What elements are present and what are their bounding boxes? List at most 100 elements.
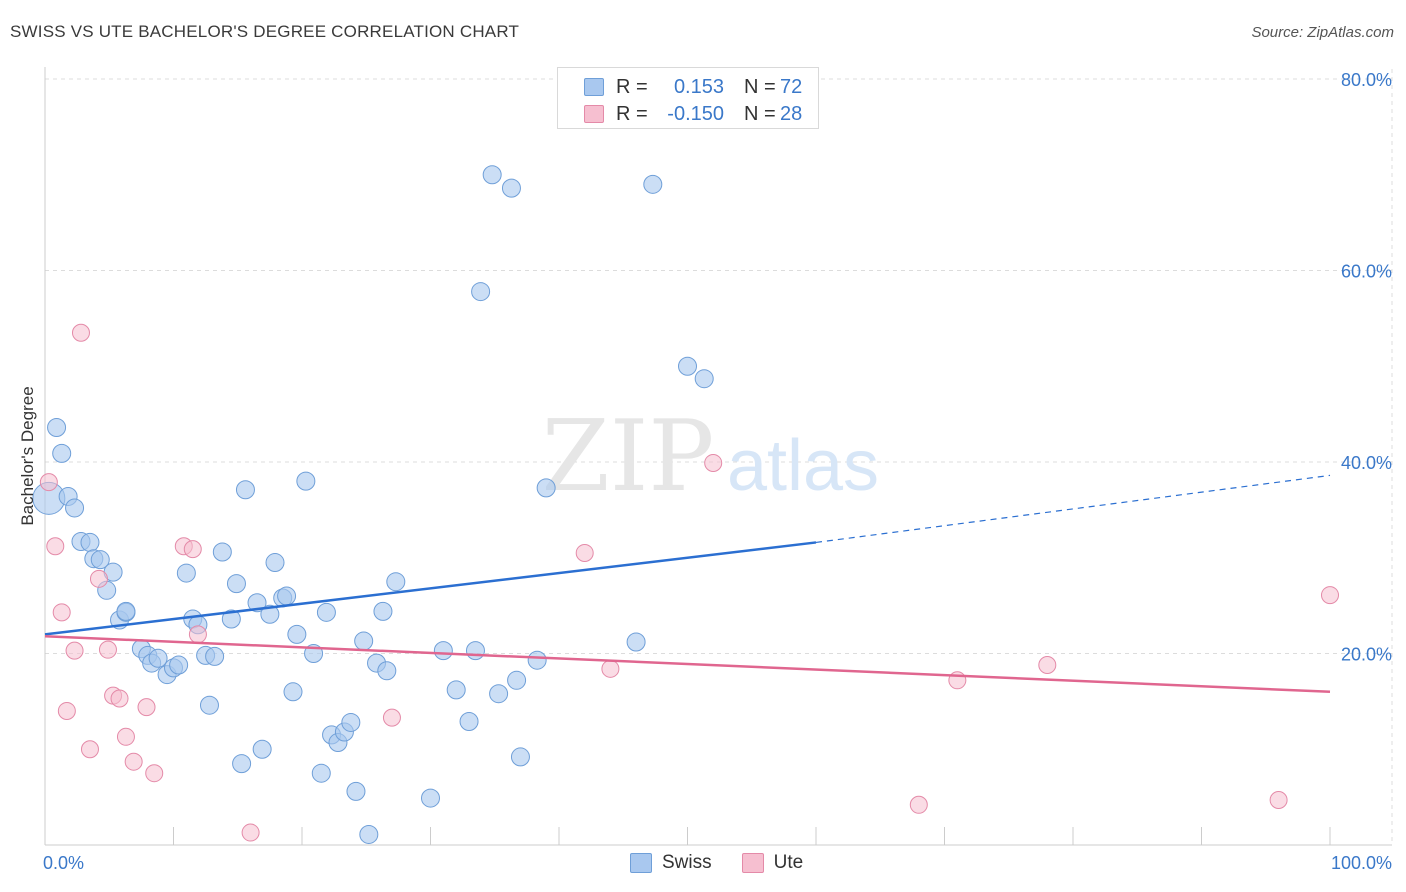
ute-point (98, 640, 117, 659)
swiss-point (148, 648, 168, 668)
ute-point (80, 740, 99, 759)
swiss-point (471, 282, 491, 302)
ute-point (52, 603, 71, 622)
legend-row-swiss: R = 0.153 N = 72 (584, 75, 802, 99)
swiss-point (265, 553, 285, 573)
ute-n-label: N = (744, 102, 776, 125)
x-tick-label-max: 100.0% (1331, 853, 1392, 873)
swiss-point (527, 650, 547, 670)
ute-point (71, 323, 90, 342)
ute-point (46, 537, 65, 556)
swiss-point (311, 763, 331, 783)
legend-row-ute: R = -0.150 N = 28 (584, 102, 802, 126)
swiss-point (507, 670, 527, 690)
ute-point (1321, 586, 1339, 605)
swiss-point (421, 788, 440, 808)
swiss-point (296, 471, 316, 491)
swiss-point (678, 356, 697, 376)
grid-layer (45, 69, 1393, 845)
trend-lines (44, 474, 1331, 694)
swiss-point (226, 574, 246, 594)
swiss-series (32, 165, 714, 844)
swiss-point (482, 165, 502, 185)
watermark-zip: ZIP (542, 400, 715, 514)
ute-legend-label: Ute (773, 852, 804, 873)
ute-point (575, 543, 594, 562)
swiss-point (489, 684, 509, 704)
swiss-r-value: 0.153 (673, 75, 724, 98)
series-legend: Swiss Ute (630, 852, 833, 874)
ute-point (183, 540, 202, 559)
swiss-r-label: R = (616, 75, 648, 98)
swiss-point (626, 632, 646, 652)
swiss-point (316, 602, 336, 622)
ute-point (89, 569, 108, 588)
chart-title: SWISS VS UTE BACHELOR'S DEGREE CORRELATI… (10, 22, 520, 41)
ute-point (704, 453, 723, 472)
swiss-point (346, 781, 366, 801)
ute-point (145, 764, 164, 783)
swiss-point (373, 601, 393, 621)
swiss-point (386, 572, 406, 592)
swiss-point (287, 624, 307, 644)
watermark: ZIP atlas (542, 400, 879, 514)
swiss-point (176, 563, 196, 583)
ute-series (39, 323, 1339, 842)
swiss-point (232, 754, 252, 774)
ute-point (65, 641, 84, 660)
ute-point (241, 823, 260, 842)
swiss-point (52, 443, 72, 463)
swiss-trend-line (44, 541, 817, 636)
swiss-point (80, 532, 100, 552)
ute-point (124, 752, 143, 771)
swiss-point (252, 739, 272, 759)
ute-point (110, 689, 129, 708)
y-tick-label-60: 60.0% (1341, 262, 1392, 282)
swiss-point (90, 550, 110, 570)
swiss-point (199, 695, 219, 715)
watermark-atlas: atlas (727, 426, 879, 506)
swiss-point (694, 369, 714, 389)
ute-point (1269, 790, 1288, 809)
swiss-point (465, 641, 485, 661)
ute-point (382, 708, 401, 727)
swiss-point (354, 631, 374, 651)
swiss-point (247, 593, 267, 613)
ute-point (601, 659, 620, 678)
legend-item-ute[interactable]: Ute (741, 852, 804, 874)
ute-point (116, 727, 135, 746)
swiss-point (47, 418, 67, 438)
swiss-point (221, 609, 241, 629)
swiss-n-label: N = (744, 75, 776, 98)
swiss-legend-swatch (630, 853, 652, 873)
ute-point (39, 473, 58, 492)
legend-item-swiss[interactable]: Swiss (630, 852, 712, 874)
swiss-point (65, 498, 85, 518)
swiss-point (283, 682, 303, 702)
ute-point (57, 701, 76, 720)
swiss-point (536, 478, 556, 498)
ute-r-value: -0.150 (667, 102, 724, 125)
ute-point (137, 698, 156, 717)
ute-trend-line (44, 635, 1331, 694)
ute-point (188, 625, 207, 644)
swiss-point (433, 641, 453, 661)
swiss-point (212, 542, 232, 562)
swiss-point (501, 178, 521, 198)
correlation-legend: R = 0.153 N = 72 R = -0.150 N = 28 (557, 67, 819, 129)
swiss-point (359, 824, 379, 844)
swiss-n-value: 72 (780, 75, 803, 98)
ute-swatch (584, 105, 604, 123)
ute-point (909, 795, 928, 814)
swiss-point (446, 680, 466, 700)
y-tick-label-40: 40.0% (1341, 453, 1392, 473)
axis-layer (44, 67, 1392, 846)
swiss-point (169, 655, 189, 675)
swiss-point (235, 480, 255, 500)
swiss-swatch (584, 78, 604, 96)
ute-legend-swatch (741, 853, 764, 873)
ute-r-label: R = (616, 102, 648, 125)
y-axis-label: Bachelor's Degree (18, 386, 37, 526)
swiss-point (459, 711, 479, 731)
